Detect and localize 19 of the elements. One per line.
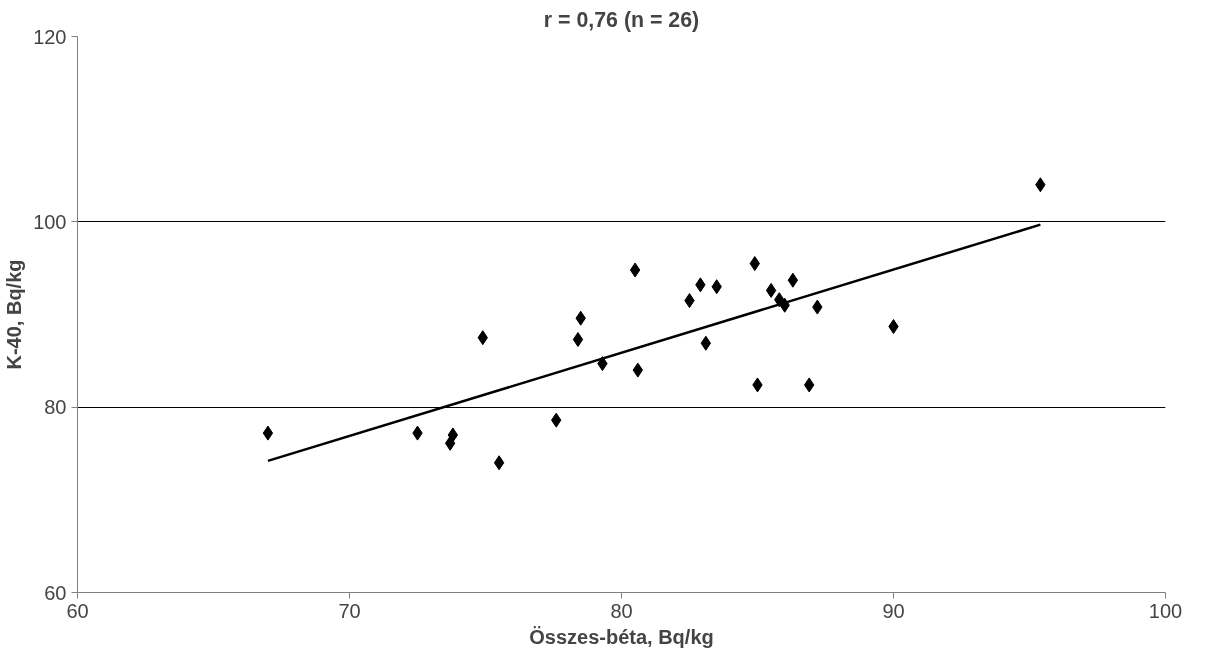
x-tick-label: 70 (338, 599, 361, 622)
x-tick-label: 80 (610, 599, 633, 622)
point (493, 455, 505, 471)
y-tick-label: 100 (33, 210, 67, 233)
point (765, 282, 777, 298)
point (572, 332, 584, 348)
x-tick-label: 90 (882, 599, 905, 622)
point (629, 262, 641, 278)
y-tick-label: 120 (33, 25, 67, 48)
x-tick-label: 60 (66, 599, 89, 622)
point (262, 425, 274, 441)
point (787, 272, 799, 288)
point (444, 435, 456, 451)
chart-title: r = 0,76 (n = 26) (543, 7, 700, 32)
x-axis-title: Összes-béta, Bq/kg (529, 625, 714, 648)
y-axis-title: K-40, Bq/kg (3, 259, 26, 370)
y-tick-label: 80 (44, 396, 67, 419)
y-tick-label: 60 (44, 581, 67, 604)
x-tick-label: 100 (1148, 599, 1183, 622)
